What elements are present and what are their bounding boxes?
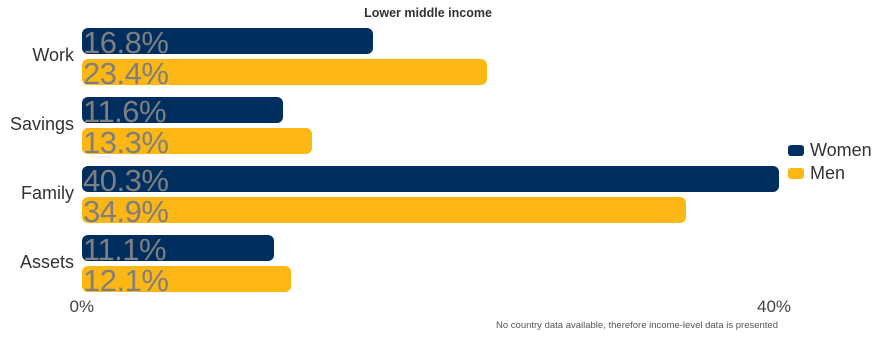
data-label-men-savings: 13.3% xyxy=(83,125,169,160)
legend-swatch-women xyxy=(788,145,804,156)
bar-men-assets xyxy=(82,266,292,292)
legend: Women Men xyxy=(788,139,872,185)
bar-women-family xyxy=(82,166,780,192)
category-label-family: Family xyxy=(21,183,74,203)
data-label-women-savings: 11.6% xyxy=(83,94,167,129)
legend-label-men: Men xyxy=(810,163,846,183)
legend-item-women: Women xyxy=(788,139,872,162)
data-label-women-work: 16.8% xyxy=(83,25,169,60)
x-tick-label: 40% xyxy=(757,297,792,316)
data-label-women-assets: 11.1% xyxy=(83,232,167,267)
bar-women-assets xyxy=(82,235,275,261)
data-label-men-assets: 12.1% xyxy=(83,263,169,298)
legend-label-women: Women xyxy=(810,140,872,160)
category-label-savings: Savings xyxy=(9,114,74,134)
chart-title: Lower middle income xyxy=(364,6,492,20)
footnote: No country data available, therefore inc… xyxy=(496,320,778,331)
data-label-men-family: 34.9% xyxy=(83,194,169,229)
bar-women-savings xyxy=(82,97,283,123)
legend-item-men: Men xyxy=(788,162,872,185)
data-label-women-family: 40.3% xyxy=(83,163,169,198)
bar-men-family xyxy=(82,197,686,223)
category-label-assets: Assets xyxy=(19,252,74,272)
data-label-men-work: 23.4% xyxy=(83,56,169,91)
category-label-work: Work xyxy=(32,45,74,65)
bar-men-work xyxy=(82,59,487,85)
x-tick-label: 0% xyxy=(69,297,95,316)
legend-swatch-men xyxy=(788,168,804,179)
bar-men-savings xyxy=(82,128,313,154)
bar-women-work xyxy=(82,28,373,54)
